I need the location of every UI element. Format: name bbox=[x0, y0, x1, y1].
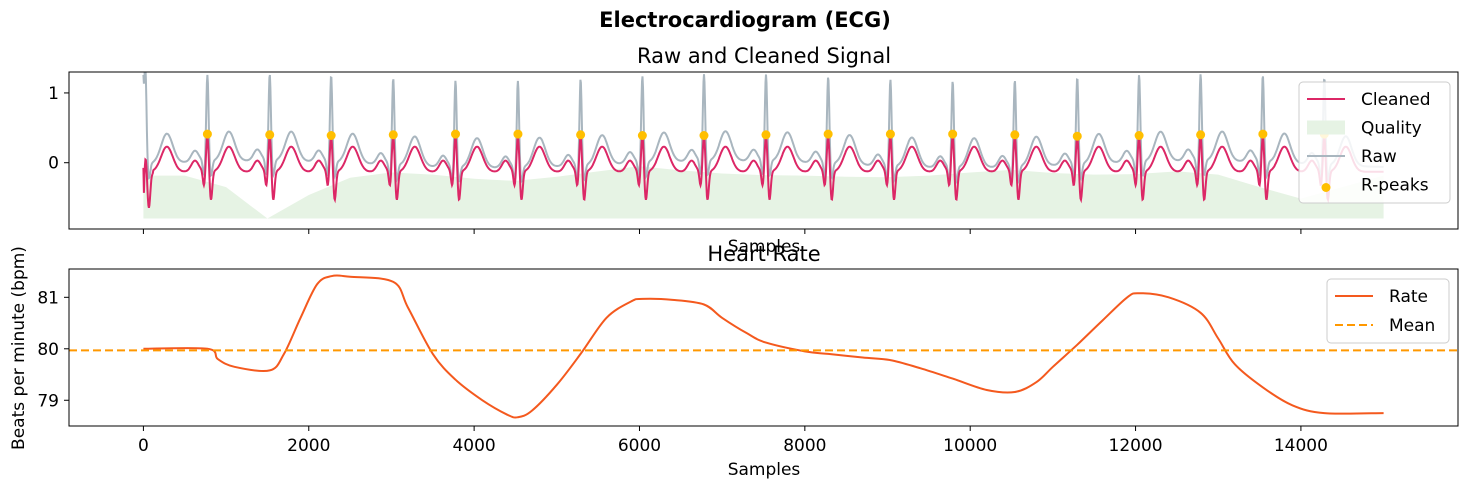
signal-plot-area bbox=[68, 71, 1459, 230]
r-peak-point bbox=[948, 129, 958, 139]
figure-title: Electrocardiogram (ECG) bbox=[599, 8, 891, 32]
r-peak-point bbox=[1010, 130, 1020, 140]
legend-label: Rate bbox=[1389, 287, 1428, 307]
legend-swatch bbox=[1307, 120, 1345, 135]
r-peak-point bbox=[1196, 130, 1206, 140]
y-tick-label: 0 bbox=[48, 154, 59, 174]
raw-cleaned-signal-panel: Raw and Cleaned Signal 01 Samples Cleane… bbox=[48, 44, 1459, 257]
x-tick-label: 14000 bbox=[1274, 436, 1328, 456]
legend-label: Raw bbox=[1361, 147, 1397, 167]
y-tick-label: 81 bbox=[37, 288, 59, 308]
y-tick-label: 80 bbox=[37, 340, 59, 360]
y-tick-label: 1 bbox=[48, 84, 59, 104]
signal-axes-frame bbox=[68, 71, 1459, 230]
r-peak-point bbox=[1258, 129, 1268, 139]
legend-box bbox=[1298, 81, 1451, 204]
signal-series-group bbox=[142, 72, 1384, 219]
legend-label: Mean bbox=[1389, 316, 1435, 336]
r-peak-point bbox=[761, 130, 771, 140]
heart-rate-series-group bbox=[69, 274, 1458, 419]
heart-rate-x-ticks: 0 2000 4000 6000 8000 10000 12000 14000 bbox=[138, 426, 1328, 456]
heart-rate-panel: Heart Rate 79 80 81 0 2000 4000 6000 8000 10000… bbox=[9, 242, 1459, 480]
legend-label: Quality bbox=[1361, 119, 1422, 139]
x-tick-label: 0 bbox=[138, 436, 149, 456]
legend-label: Cleaned bbox=[1361, 90, 1431, 110]
signal-panel-title: Raw and Cleaned Signal bbox=[637, 44, 891, 68]
x-tick-label: 2000 bbox=[287, 436, 330, 456]
r-peak-point bbox=[637, 130, 647, 140]
heart-rate-line bbox=[143, 274, 1384, 419]
signal-legend: Cleaned Quality Raw R-peaks bbox=[1298, 81, 1451, 204]
r-peak-point bbox=[388, 130, 398, 140]
x-tick-label: 10000 bbox=[943, 436, 997, 456]
heart-rate-y-ticks: 79 80 81 bbox=[37, 288, 69, 411]
signal-x-axis-label: Samples bbox=[728, 237, 801, 257]
legend-label: R-peaks bbox=[1361, 176, 1429, 196]
r-peak-point bbox=[1134, 130, 1144, 140]
x-tick-label: 8000 bbox=[783, 436, 826, 456]
r-peak-point bbox=[513, 129, 523, 139]
r-peak-point bbox=[451, 129, 461, 139]
r-peak-point bbox=[823, 129, 833, 139]
signal-x-ticks bbox=[142, 229, 1302, 234]
cleaned-signal-line bbox=[142, 134, 1384, 209]
r-peak-point bbox=[885, 129, 895, 139]
heart-rate-plot-area bbox=[68, 268, 1459, 427]
y-tick-label: 79 bbox=[37, 391, 59, 411]
r-peak-point bbox=[699, 130, 709, 140]
x-tick-label: 6000 bbox=[618, 436, 661, 456]
r-peak-point bbox=[202, 129, 212, 139]
x-tick-label: 4000 bbox=[452, 436, 495, 456]
x-tick-label: 12000 bbox=[1109, 436, 1163, 456]
heart-rate-panel-title: Heart Rate bbox=[707, 242, 820, 266]
signal-y-ticks: 01 bbox=[48, 84, 69, 174]
heart-rate-y-axis-label: Beats per minute (bpm) bbox=[9, 246, 29, 450]
heart-rate-axes-frame bbox=[68, 268, 1459, 427]
r-peak-point bbox=[265, 130, 275, 140]
legend-swatch bbox=[1321, 183, 1331, 192]
r-peak-point bbox=[1072, 131, 1082, 141]
r-peak-point bbox=[576, 130, 586, 140]
heart-rate-x-axis-label: Samples bbox=[728, 460, 801, 480]
heart-rate-legend: Rate Mean bbox=[1326, 278, 1450, 344]
r-peak-point bbox=[326, 130, 336, 140]
